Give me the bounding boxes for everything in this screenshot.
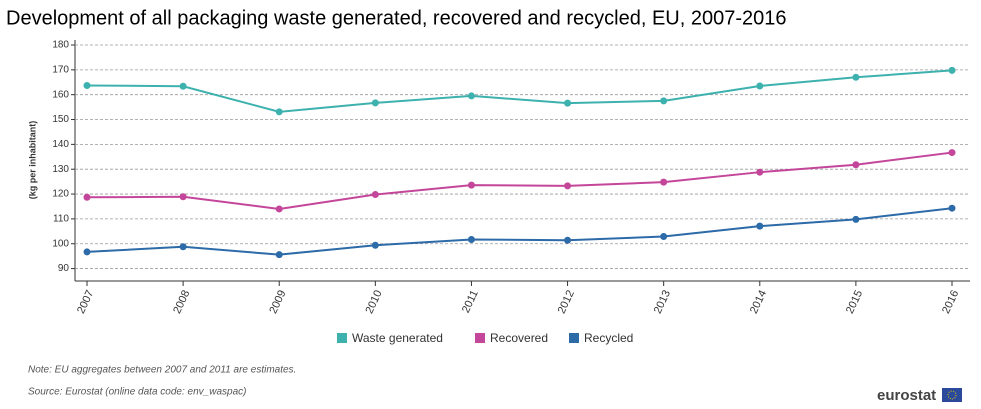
y-tick-label: 120 bbox=[52, 189, 69, 200]
data-point bbox=[852, 73, 860, 81]
data-point bbox=[756, 222, 764, 230]
y-tick-label: 100 bbox=[52, 238, 69, 249]
series-line bbox=[86, 69, 953, 113]
data-point bbox=[179, 193, 187, 201]
data-point bbox=[179, 82, 187, 90]
x-tick-label: 2011 bbox=[460, 288, 481, 315]
data-point bbox=[564, 99, 572, 107]
data-point bbox=[852, 161, 860, 169]
y-tick-label: 130 bbox=[52, 164, 69, 175]
data-point bbox=[179, 243, 187, 251]
data-point bbox=[275, 108, 283, 116]
data-point bbox=[371, 241, 379, 249]
x-tick-label: 2010 bbox=[363, 288, 384, 315]
legend-label: Recycled bbox=[584, 331, 633, 345]
x-tick-label: 2014 bbox=[748, 288, 769, 315]
x-tick-label: 2007 bbox=[75, 288, 96, 315]
logo-text: eurostat bbox=[877, 387, 936, 404]
data-point bbox=[948, 149, 956, 157]
y-axis-label: (kg per inhabitant) bbox=[27, 121, 37, 200]
data-point bbox=[467, 236, 475, 244]
y-tick-label: 180 bbox=[52, 40, 69, 51]
data-point bbox=[83, 193, 91, 201]
y-tick-label: 90 bbox=[58, 263, 70, 274]
legend-swatch bbox=[475, 333, 485, 343]
legend-swatch bbox=[569, 333, 579, 343]
data-point bbox=[467, 92, 475, 100]
data-point bbox=[275, 251, 283, 259]
legend-label: Recovered bbox=[490, 331, 548, 345]
data-point bbox=[371, 99, 379, 107]
data-point bbox=[756, 82, 764, 90]
x-tick-label: 2015 bbox=[844, 288, 865, 315]
data-point bbox=[948, 204, 956, 212]
logo-stars bbox=[947, 390, 957, 400]
y-tick-label: 170 bbox=[52, 64, 69, 75]
legend-swatch bbox=[337, 333, 347, 343]
data-point bbox=[467, 181, 475, 189]
y-tick-label: 160 bbox=[52, 89, 69, 100]
y-tick-label: 150 bbox=[52, 114, 69, 125]
data-point bbox=[948, 66, 956, 74]
y-tick-label: 140 bbox=[52, 139, 69, 150]
data-point bbox=[371, 191, 379, 199]
data-point bbox=[756, 168, 764, 176]
data-point bbox=[660, 233, 668, 241]
data-point bbox=[83, 248, 91, 256]
data-point bbox=[83, 81, 91, 89]
data-point bbox=[660, 97, 668, 105]
source: Source: Eurostat (online data code: env_… bbox=[28, 387, 246, 398]
data-point bbox=[275, 205, 283, 213]
logo-flag bbox=[942, 388, 962, 402]
data-point bbox=[564, 236, 572, 244]
series-line bbox=[86, 207, 953, 256]
data-point bbox=[660, 178, 668, 186]
data-point bbox=[564, 182, 572, 190]
note: Note: EU aggregates between 2007 and 201… bbox=[28, 365, 296, 376]
x-tick-label: 2012 bbox=[556, 288, 577, 315]
x-tick-label: 2009 bbox=[267, 288, 288, 315]
x-tick-label: 2016 bbox=[940, 288, 961, 315]
y-tick-label: 110 bbox=[53, 214, 69, 225]
legend-label: Waste generated bbox=[352, 331, 443, 345]
series-line bbox=[86, 151, 953, 210]
x-tick-label: 2008 bbox=[171, 288, 192, 315]
x-tick-label: 2013 bbox=[652, 288, 673, 315]
chart-title: Development of all packaging waste gener… bbox=[6, 7, 786, 29]
data-point bbox=[852, 215, 860, 223]
